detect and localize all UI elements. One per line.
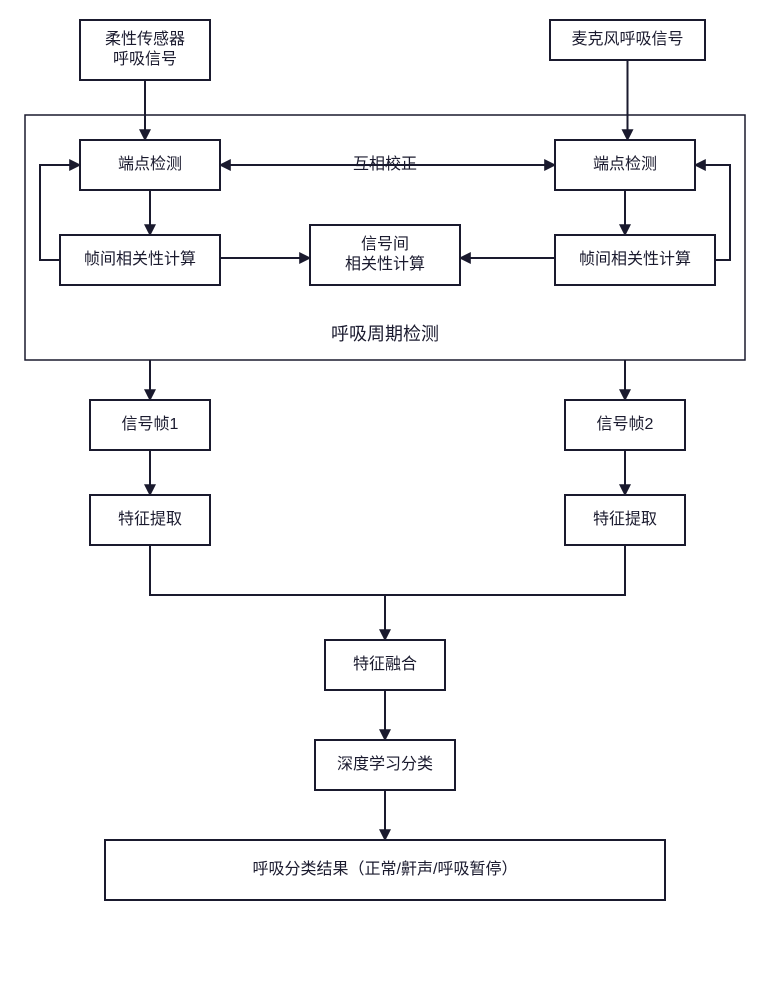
- n_ep_l-text-0: 端点检测: [118, 155, 182, 173]
- n_ep_l: 端点检测: [80, 140, 220, 190]
- flowchart-canvas: 柔性传感器呼吸信号 麦克风呼吸信号呼吸周期检测 端点检测 端点检测 互相校正帧间相关性计…: [0, 0, 767, 1000]
- n_corr_label-label: 互相校正: [353, 155, 417, 173]
- n_sigcorr: 信号间相关性计算: [310, 225, 460, 285]
- n_result: 呼吸分类结果（正常/鼾声/呼吸暂停）: [105, 840, 665, 900]
- n_fc_l-text-0: 帧间相关性计算: [84, 249, 196, 268]
- n_dl-text-0: 深度学习分类: [337, 755, 433, 773]
- n_fc_l: 帧间相关性计算: [60, 235, 220, 285]
- n_fe_r: 特征提取: [565, 495, 685, 545]
- n_fc_r: 帧间相关性计算: [555, 235, 715, 285]
- n_sigcorr-text-1: 相关性计算: [345, 254, 425, 273]
- n_sensor: 柔性传感器呼吸信号: [80, 20, 210, 80]
- n_f2: 信号帧2: [565, 400, 685, 450]
- n_fe_l-text-0: 特征提取: [118, 510, 182, 528]
- n_ep_r: 端点检测: [555, 140, 695, 190]
- n_f1: 信号帧1: [90, 400, 210, 450]
- n_sensor-text-1: 呼吸信号: [113, 50, 177, 68]
- n_mic-text-0: 麦克风呼吸信号: [571, 30, 683, 48]
- n_dl: 深度学习分类: [315, 740, 455, 790]
- n_fuse: 特征融合: [325, 640, 445, 690]
- n_fe_l: 特征提取: [90, 495, 210, 545]
- n_f2-text-0: 信号帧2: [597, 415, 654, 433]
- n_f1-text-0: 信号帧1: [122, 415, 179, 433]
- n_mic: 麦克风呼吸信号: [550, 20, 705, 60]
- n_ep_r-text-0: 端点检测: [593, 155, 657, 173]
- n_cycle_title-label: 呼吸周期检测: [331, 324, 439, 344]
- n_result-text-0: 呼吸分类结果（正常/鼾声/呼吸暂停）: [253, 860, 518, 878]
- n_sigcorr-text-0: 信号间: [361, 235, 409, 253]
- n_fuse-text-0: 特征融合: [353, 655, 417, 673]
- n_fe_r-text-0: 特征提取: [593, 510, 657, 528]
- n_sensor-text-0: 柔性传感器: [105, 30, 185, 48]
- n_fc_r-text-0: 帧间相关性计算: [579, 249, 691, 268]
